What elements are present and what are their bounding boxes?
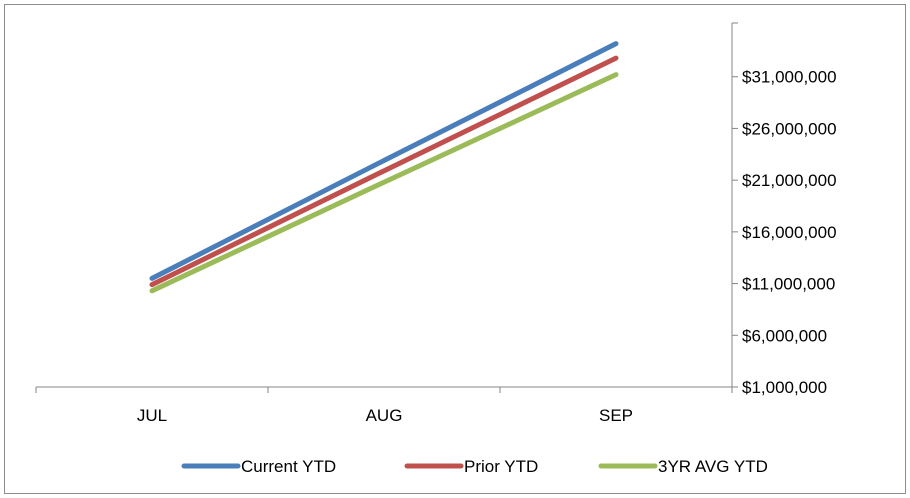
x-tick-label: AUG bbox=[366, 406, 403, 425]
legend-label: Prior YTD bbox=[464, 457, 538, 476]
y-tick-label: $6,000,000 bbox=[742, 326, 827, 345]
y-tick-label: $16,000,000 bbox=[742, 223, 837, 242]
x-tick-label: JUL bbox=[137, 406, 167, 425]
y-tick-label: $11,000,000 bbox=[742, 275, 835, 294]
y-tick-label: $1,000,000 bbox=[742, 378, 827, 397]
series-line-current-ytd bbox=[149, 41, 619, 281]
y-tick-label: $31,000,000 bbox=[742, 68, 837, 87]
y-tick-label: $26,000,000 bbox=[742, 119, 837, 138]
series-line-3yr-avg-ytd bbox=[149, 72, 619, 294]
chart-frame bbox=[4, 4, 906, 494]
y-tick-label: $21,000,000 bbox=[742, 171, 837, 190]
series-line-prior-ytd bbox=[149, 55, 619, 288]
legend-label: Current YTD bbox=[241, 457, 336, 476]
x-tick-label: SEP bbox=[599, 406, 633, 425]
legend-label: 3YR AVG YTD bbox=[658, 457, 768, 476]
